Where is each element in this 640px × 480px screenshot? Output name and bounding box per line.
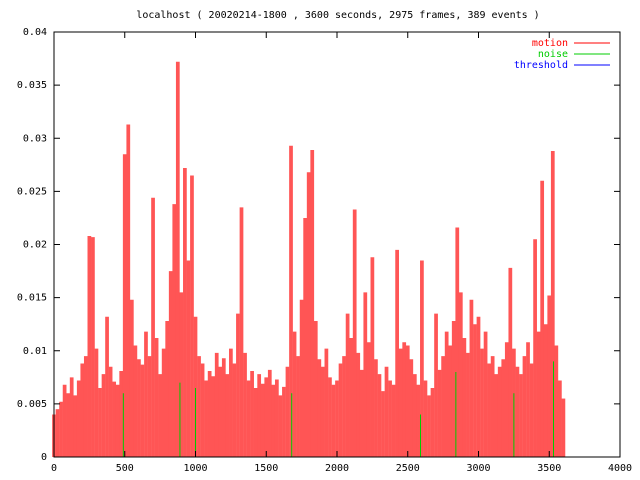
y-tick-label: 0.01	[23, 346, 47, 357]
y-tick-label: 0.025	[17, 186, 47, 197]
x-tick-label: 2000	[325, 463, 349, 474]
y-tick-label: 0.015	[17, 293, 47, 304]
x-tick-label: 1500	[254, 463, 278, 474]
x-tick-label: 500	[116, 463, 134, 474]
legend-label: noise	[538, 49, 568, 60]
x-tick-label: 1000	[183, 463, 207, 474]
y-tick-label: 0.035	[17, 80, 47, 91]
y-tick-label: 0.005	[17, 399, 47, 410]
y-tick-label: 0.03	[23, 133, 47, 144]
legend-label: threshold	[514, 60, 568, 71]
legend-label: motion	[532, 38, 568, 49]
y-tick-label: 0.02	[23, 240, 47, 251]
x-tick-label: 3500	[537, 463, 561, 474]
y-tick-label: 0	[41, 452, 47, 463]
x-tick-label: 4000	[608, 463, 632, 474]
x-tick-label: 3000	[466, 463, 490, 474]
x-tick-label: 2500	[396, 463, 420, 474]
y-tick-label: 0.04	[23, 27, 47, 38]
x-tick-label: 0	[51, 463, 57, 474]
chart-title: localhost ( 20020214-1800 , 3600 seconds…	[136, 10, 539, 21]
